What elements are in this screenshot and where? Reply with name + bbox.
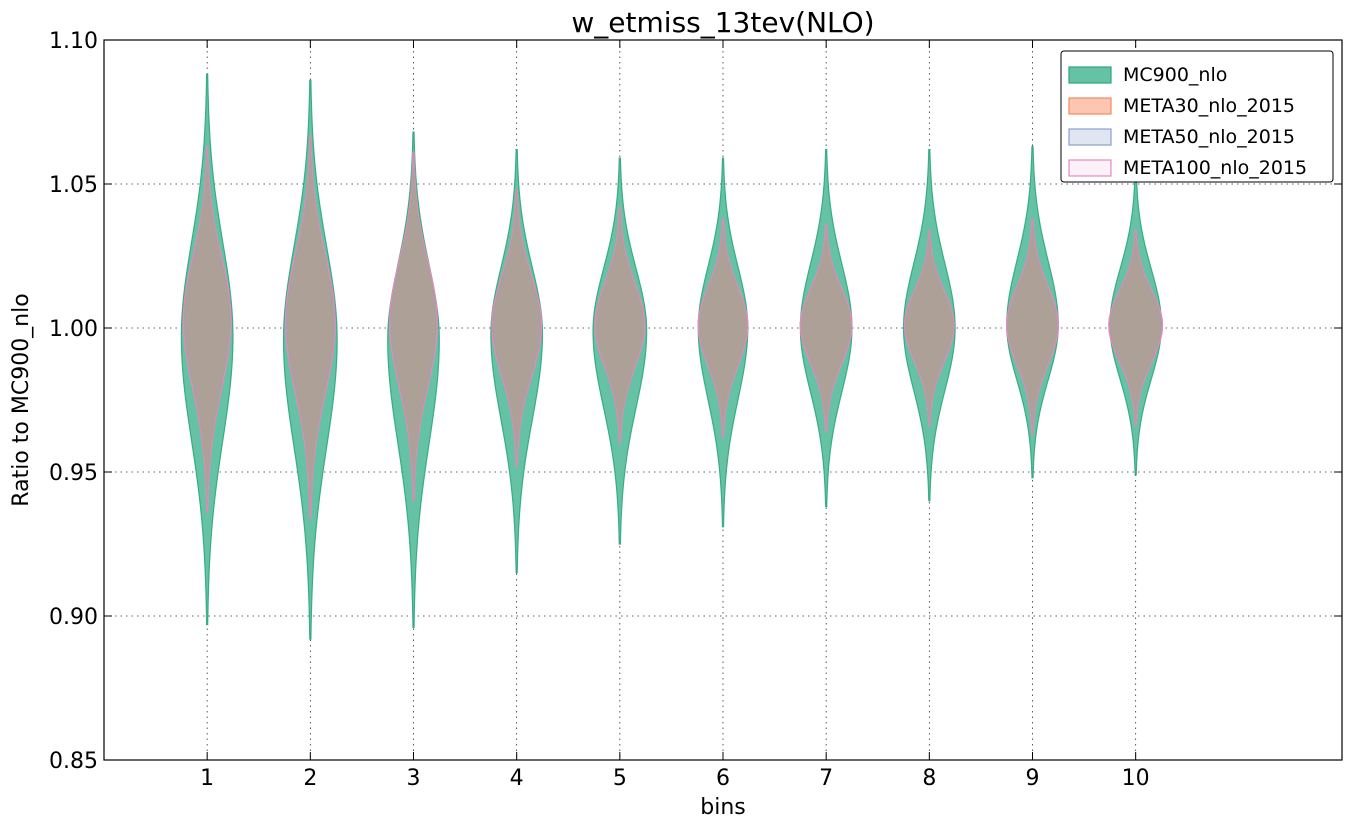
x-tick-label: 10	[1122, 766, 1150, 791]
x-tick-label: 8	[922, 766, 936, 791]
y-tick-label: 0.95	[49, 461, 98, 486]
y-tick-label: 1.05	[49, 173, 98, 198]
x-axis-label: bins	[700, 795, 745, 820]
x-tick-label: 6	[716, 766, 730, 791]
x-tick-label: 1	[200, 766, 214, 791]
violin-overlap-tint	[184, 135, 1162, 519]
violin-overlap-bin-4	[492, 189, 541, 467]
y-tick-label: 0.90	[49, 605, 98, 630]
x-tick-label: 2	[303, 766, 317, 791]
violin-overlap-bin-9	[1007, 218, 1058, 435]
x-tick-label: 3	[407, 766, 421, 791]
legend-swatch-META30_nlo_2015	[1068, 97, 1112, 115]
violin-overlap-bin-10	[1109, 230, 1162, 426]
x-tick-label: 9	[1026, 766, 1040, 791]
x-tick-label: 4	[510, 766, 524, 791]
violin-overlap-bin-6	[698, 218, 748, 438]
violin-overlap-bin-2	[286, 135, 335, 519]
legend-swatch-META50_nlo_2015	[1068, 128, 1112, 146]
violin-overlap-bin-3	[390, 152, 437, 501]
x-tick-label: 5	[613, 766, 627, 791]
legend-label-META50_nlo_2015: META50_nlo_2015	[1123, 126, 1295, 148]
violin-overlap-bin-5	[595, 207, 644, 444]
violin-overlap-bin-1	[184, 146, 231, 513]
grid-layer	[104, 40, 1342, 760]
legend-box	[1060, 50, 1334, 183]
legend-swatch-META100_nlo_2015	[1068, 159, 1112, 177]
tick-layer: 0.85 0.90 0.95 1.00 1.05 1.10 1 2 3 4 5 6 7 8 9 10	[49, 29, 1342, 791]
x-tick-label: 7	[819, 766, 833, 791]
y-tick-label: 0.85	[49, 749, 98, 774]
legend: MC900_nlo META30_nlo_2015 META50_nlo_2015 M…	[1060, 50, 1334, 183]
chart-title: w_etmiss_13tev(NLO)	[571, 6, 874, 39]
legend-swatch-MC900_nlo	[1068, 66, 1112, 84]
legend-label-META100_nlo_2015: META100_nlo_2015	[1123, 157, 1307, 179]
legend-label-META30_nlo_2015: META30_nlo_2015	[1123, 95, 1295, 117]
violin-overlap-bin-7	[801, 224, 852, 432]
violin-overlap-bin-8	[905, 230, 954, 426]
legend-label-MC900_nlo: MC900_nlo	[1123, 64, 1227, 86]
y-tick-label: 1.00	[49, 317, 98, 342]
y-axis-label: Ratio to MC900_nlo	[9, 293, 34, 506]
violin-layer	[180, 73, 1164, 640]
y-tick-label: 1.10	[49, 29, 98, 54]
